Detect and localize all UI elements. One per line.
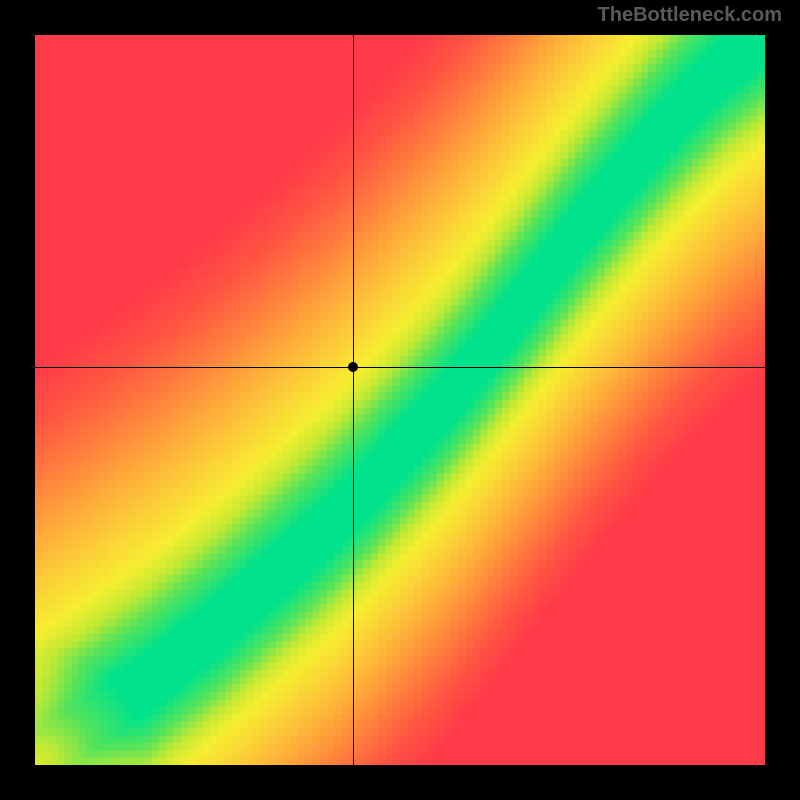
plot-area — [35, 35, 765, 765]
chart-container: TheBottleneck.com — [0, 0, 800, 800]
crosshair-horizontal-line — [35, 367, 765, 368]
watermark-text: TheBottleneck.com — [598, 4, 782, 27]
crosshair-marker — [348, 362, 358, 372]
crosshair-vertical-line — [353, 35, 354, 765]
bottleneck-heatmap — [35, 35, 765, 765]
